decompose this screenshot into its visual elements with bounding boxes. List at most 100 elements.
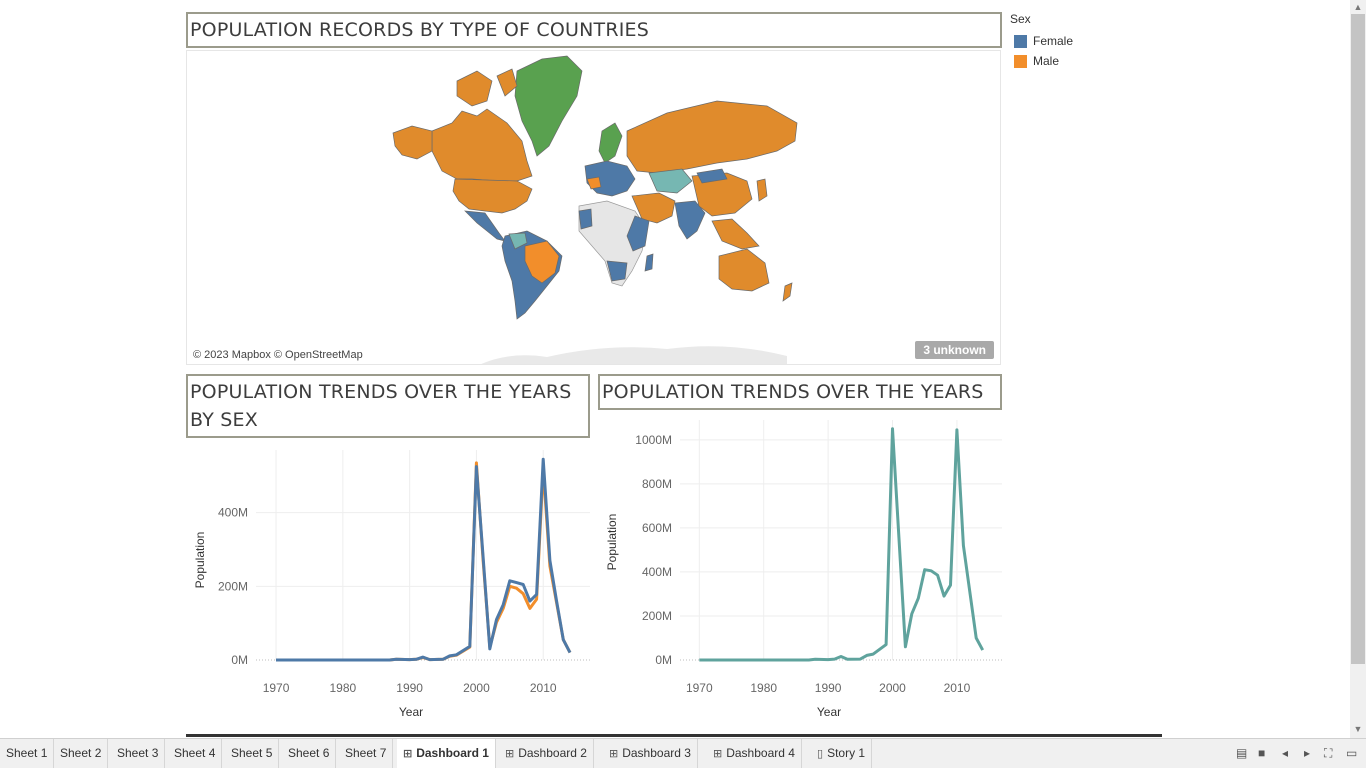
legend-title: Sex	[1010, 12, 1031, 26]
show-filmstrip-icon[interactable]: ▤	[1236, 746, 1248, 760]
next-sheet-icon[interactable]: ▸	[1304, 746, 1311, 760]
mongolia-region	[696, 168, 728, 184]
dashboard-bottom-border	[186, 734, 1162, 737]
x-axis-title: Year	[399, 705, 423, 719]
x-tick-label: 1970	[263, 681, 290, 695]
presentation-mode-icon[interactable]: ▭	[1346, 746, 1358, 760]
y-tick-label: 800M	[642, 477, 672, 491]
x-axis-title: Year	[817, 705, 841, 719]
kazakhstan-region	[648, 168, 693, 194]
y-tick-label: 0M	[655, 653, 672, 667]
tab-label: Story 1	[827, 746, 866, 760]
russia-region	[626, 100, 798, 174]
canada-region	[431, 108, 533, 182]
china-region	[691, 172, 753, 217]
vertical-scrollbar[interactable]: ▲ ▼	[1350, 0, 1366, 738]
dashboard-icon: ⊞	[609, 748, 619, 760]
chart2-title: POPULATION TRENDS OVER THE YEARS	[598, 374, 1002, 410]
show-tabs-icon[interactable]: ■	[1258, 746, 1266, 760]
y-axis-title: Population	[193, 532, 207, 589]
map-canvas[interactable]	[187, 51, 1001, 365]
australia-region	[718, 248, 770, 292]
population-total-chart[interactable]: 0M 200M 400M 600M 800M 1000M 1970 1980 1990 2000 2…	[598, 412, 1003, 725]
tab-sheet-6[interactable]: Sheet 6	[282, 739, 337, 768]
brazil-region	[524, 240, 560, 284]
tab-label: Sheet 3	[117, 746, 159, 760]
tab-label: Sheet 4	[174, 746, 216, 760]
x-tick-label: 1980	[750, 681, 777, 695]
tab-sheet-5[interactable]: Sheet 5	[225, 739, 280, 768]
se-asia-region	[711, 218, 760, 250]
y-tick-label: 400M	[218, 506, 248, 520]
tab-dashboard-4[interactable]: ⊞ Dashboard 4	[707, 739, 802, 768]
tab-sheet-7[interactable]: Sheet 7	[339, 739, 394, 768]
y-axis-title: Population	[605, 514, 619, 571]
x-tick-label: 1990	[396, 681, 423, 695]
y-tick-label: 1000M	[635, 433, 672, 447]
tab-label: Dashboard 1	[416, 746, 489, 760]
scroll-thumb[interactable]	[1351, 14, 1365, 664]
tab-dashboard-3[interactable]: ⊞ Dashboard 3	[603, 739, 698, 768]
scandinavia-region	[598, 122, 623, 164]
x-tick-label: 1970	[686, 681, 713, 695]
france-region	[586, 176, 602, 190]
japan-region	[756, 178, 768, 202]
map-credit[interactable]: © 2023 Mapbox © OpenStreetMap	[193, 349, 363, 361]
tab-label: Dashboard 2	[518, 746, 587, 760]
africa-region	[578, 200, 648, 287]
legend-item-male[interactable]: Male	[1010, 51, 1073, 71]
x-tick-label: 1990	[815, 681, 842, 695]
alaska-region	[392, 125, 433, 160]
legend-label-female: Female	[1033, 34, 1074, 48]
y-tick-label: 600M	[642, 521, 672, 535]
x-tick-label: 1980	[329, 681, 356, 695]
tab-story-1[interactable]: ▯ Story 1	[811, 739, 873, 768]
dashboard-icon: ⊞	[713, 748, 723, 760]
series-line-population	[699, 427, 985, 662]
tab-sheet-4[interactable]: Sheet 4	[168, 739, 223, 768]
legend-item-female[interactable]: Female	[1010, 31, 1073, 51]
y-tick-label: 200M	[218, 579, 248, 593]
mexico-region	[464, 210, 506, 242]
scroll-up-icon[interactable]: ▲	[1353, 2, 1363, 12]
arctic-islands	[456, 68, 518, 107]
dashboard-icon: ⊞	[403, 748, 413, 760]
tab-label: Sheet 1	[6, 746, 48, 760]
population-by-sex-chart[interactable]: 0M 200M 400M 1970 1980 1990 2000 2010 Year Popula…	[186, 440, 591, 725]
sex-legend[interactable]: Sex Female Male	[1010, 12, 1073, 71]
tab-label: Sheet 7	[345, 746, 387, 760]
x-tick-label: 2000	[463, 681, 490, 695]
tab-label: Sheet 2	[60, 746, 102, 760]
chart1-title: POPULATION TRENDS OVER THE YEARS BY SEX	[186, 374, 590, 438]
tab-dashboard-2[interactable]: ⊞ Dashboard 2	[499, 739, 594, 768]
usa-region	[452, 178, 533, 214]
tab-sheet-3[interactable]: Sheet 3	[111, 739, 166, 768]
male-swatch	[1014, 54, 1027, 68]
story-icon: ▯	[817, 748, 824, 760]
colombia-region	[508, 232, 528, 250]
series-line-male	[276, 461, 572, 662]
tab-label: Sheet 6	[288, 746, 330, 760]
prev-sheet-icon[interactable]: ◂	[1282, 746, 1289, 760]
female-swatch	[1014, 34, 1027, 48]
fullscreen-icon[interactable]: ⛶	[1324, 746, 1333, 760]
madagascar-region	[644, 253, 654, 272]
tab-sheet-1[interactable]: Sheet 1	[0, 739, 55, 768]
new-zealand-region	[782, 282, 793, 302]
map-title: POPULATION RECORDS BY TYPE OF COUNTRIES	[186, 12, 1002, 48]
y-tick-label: 200M	[642, 609, 672, 623]
series-line-female	[276, 457, 572, 662]
tab-dashboard-1[interactable]: ⊞ Dashboard 1	[397, 739, 496, 768]
x-tick-label: 2010	[530, 681, 557, 695]
greenland-region	[514, 55, 583, 157]
antarctica-region	[481, 346, 787, 364]
x-tick-label: 2000	[879, 681, 906, 695]
unknown-badge[interactable]: 3 unknown	[915, 341, 994, 359]
world-map[interactable]: © 2023 Mapbox © OpenStreetMap 3 unknown	[186, 50, 1001, 365]
x-tick-label: 2010	[944, 681, 971, 695]
tab-label: Dashboard 3	[622, 746, 691, 760]
scroll-down-icon[interactable]: ▼	[1353, 724, 1363, 734]
india-region	[674, 200, 706, 240]
tab-sheet-2[interactable]: Sheet 2	[54, 739, 109, 768]
y-tick-label: 0M	[231, 653, 248, 667]
